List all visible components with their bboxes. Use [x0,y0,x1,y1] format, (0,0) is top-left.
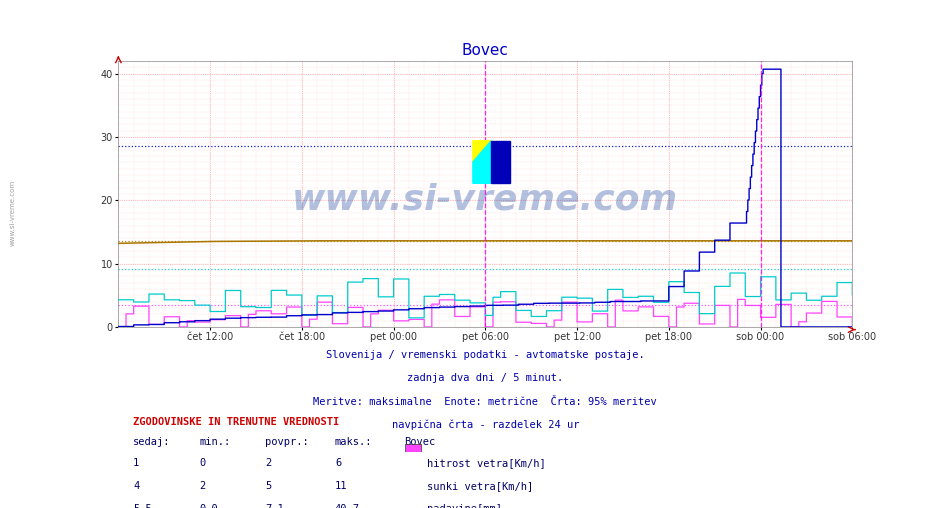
Polygon shape [473,141,491,183]
Text: 0: 0 [199,458,205,468]
Text: min.:: min.: [199,437,230,447]
Text: 7,1: 7,1 [265,504,284,508]
Text: 2: 2 [265,458,272,468]
Text: ZGODOVINSKE IN TRENUTNE VREDNOSTI: ZGODOVINSKE IN TRENUTNE VREDNOSTI [133,418,339,427]
Text: 1: 1 [133,458,139,468]
Text: 11: 11 [335,481,348,491]
Polygon shape [491,141,509,183]
Text: 2: 2 [199,481,205,491]
Text: maks.:: maks.: [335,437,372,447]
Text: Slovenija / vremenski podatki - avtomatske postaje.: Slovenija / vremenski podatki - avtomats… [326,351,645,360]
Text: 6: 6 [335,458,341,468]
Text: 40,7: 40,7 [335,504,360,508]
Text: sedaj:: sedaj: [133,437,170,447]
Text: www.si-vreme.com: www.si-vreme.com [9,180,15,246]
Text: Bovec: Bovec [404,437,436,447]
Text: 5: 5 [265,481,272,491]
Text: hitrost vetra[Km/h]: hitrost vetra[Km/h] [426,458,545,468]
Text: Meritve: maksimalne  Enote: metrične  Črta: 95% meritev: Meritve: maksimalne Enote: metrične Črta… [313,397,657,406]
Bar [404,444,420,464]
Text: navpična črta - razdelek 24 ur: navpična črta - razdelek 24 ur [392,420,579,430]
Text: padavine[mm]: padavine[mm] [426,504,502,508]
Text: sunki vetra[Km/h]: sunki vetra[Km/h] [426,481,533,491]
Text: povpr.:: povpr.: [265,437,309,447]
Text: 5,5: 5,5 [133,504,152,508]
Polygon shape [473,141,491,162]
Text: 0,0: 0,0 [199,504,218,508]
Text: zadnja dva dni / 5 minut.: zadnja dva dni / 5 minut. [407,373,563,384]
Bar [404,467,420,487]
Text: 4: 4 [133,481,139,491]
Title: Bovec: Bovec [462,43,509,58]
Bar [404,490,420,508]
Text: www.si-vreme.com: www.si-vreme.com [293,182,678,216]
